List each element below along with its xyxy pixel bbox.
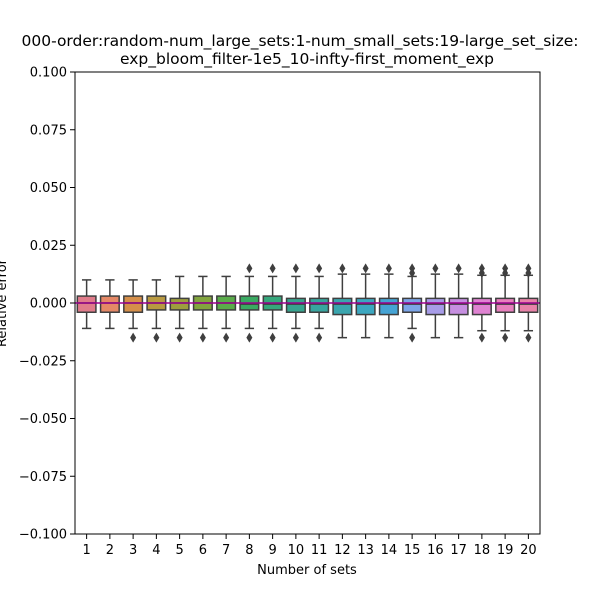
y-tick-label: 0.100 bbox=[30, 66, 67, 81]
outlier-point bbox=[385, 263, 392, 274]
x-tick-label: 4 bbox=[152, 543, 160, 558]
outlier-point bbox=[362, 263, 369, 274]
box-1 bbox=[76, 295, 97, 313]
outlier-point bbox=[292, 263, 299, 274]
chart-title-line2: exp_bloom_filter-1e5_10-infty-first_mome… bbox=[120, 50, 494, 69]
outlier-point bbox=[316, 263, 323, 274]
box-15 bbox=[402, 297, 423, 313]
y-tick-label: −0.050 bbox=[19, 412, 67, 427]
x-tick-label: 13 bbox=[357, 543, 374, 558]
x-tick-label: 1 bbox=[82, 543, 90, 558]
outlier-point bbox=[199, 332, 206, 343]
box-2 bbox=[99, 295, 120, 313]
outlier-point bbox=[292, 332, 299, 343]
x-tick-label: 16 bbox=[427, 543, 444, 558]
x-tick-label: 9 bbox=[268, 543, 276, 558]
x-tick-label: 6 bbox=[199, 543, 207, 558]
y-tick-label: 0.075 bbox=[30, 123, 67, 138]
outlier-point bbox=[455, 263, 462, 274]
box-11 bbox=[309, 297, 330, 313]
box-18 bbox=[471, 297, 492, 316]
outlier-point bbox=[409, 267, 416, 278]
x-tick-label: 14 bbox=[381, 543, 398, 558]
x-tick-label: 8 bbox=[245, 543, 253, 558]
chart-title-line1: 000-order:random-num_large_sets:1-num_sm… bbox=[21, 32, 578, 51]
x-tick-label: 12 bbox=[334, 543, 351, 558]
outlier-point bbox=[269, 332, 276, 343]
x-tick-label: 18 bbox=[474, 543, 491, 558]
x-tick-label: 17 bbox=[450, 543, 467, 558]
outlier-point bbox=[223, 332, 230, 343]
x-tick-label: 15 bbox=[404, 543, 421, 558]
x-tick-label: 2 bbox=[106, 543, 114, 558]
outlier-point bbox=[478, 332, 485, 343]
outlier-point bbox=[432, 263, 439, 274]
outlier-point bbox=[130, 332, 137, 343]
outlier-point bbox=[525, 267, 532, 278]
outlier-point bbox=[269, 263, 276, 274]
outlier-point bbox=[502, 267, 509, 278]
x-tick-label: 7 bbox=[222, 543, 230, 558]
outlier-point bbox=[525, 332, 532, 343]
x-tick-label: 11 bbox=[311, 543, 328, 558]
y-tick-label: −0.100 bbox=[19, 528, 67, 543]
box-5 bbox=[169, 297, 190, 311]
x-tick-label: 19 bbox=[497, 543, 514, 558]
y-tick-label: −0.025 bbox=[19, 354, 67, 369]
y-tick-label: 0.050 bbox=[30, 181, 67, 196]
x-axis-label: Number of sets bbox=[257, 563, 357, 578]
box-19 bbox=[495, 297, 516, 313]
x-tick-label: 10 bbox=[288, 543, 305, 558]
y-tick-label: −0.075 bbox=[19, 470, 67, 485]
outlier-point bbox=[246, 332, 253, 343]
box-16 bbox=[425, 297, 446, 316]
y-tick-label: 0.025 bbox=[30, 239, 67, 254]
x-tick-label: 5 bbox=[175, 543, 183, 558]
box-17 bbox=[448, 297, 469, 316]
box-10 bbox=[285, 297, 306, 313]
outlier-point bbox=[176, 332, 183, 343]
box-20 bbox=[518, 297, 539, 313]
box-14 bbox=[378, 297, 399, 316]
box-3 bbox=[123, 295, 144, 313]
y-tick-label: 0.000 bbox=[30, 297, 67, 312]
outlier-point bbox=[246, 263, 253, 274]
plot-frame bbox=[74, 71, 541, 535]
x-tick-label: 20 bbox=[520, 543, 537, 558]
outlier-point bbox=[502, 332, 509, 343]
outlier-point bbox=[316, 332, 323, 343]
outlier-point bbox=[478, 267, 485, 278]
box-13 bbox=[355, 297, 376, 316]
x-tick-label: 3 bbox=[129, 543, 137, 558]
box-12 bbox=[332, 297, 353, 316]
outlier-point bbox=[339, 263, 346, 274]
outlier-point bbox=[153, 332, 160, 343]
plot-area: −0.100 −0.075 −0.050 −0.025 0.000 0.025 0.050 0… bbox=[19, 66, 541, 558]
outlier-point bbox=[409, 332, 416, 343]
y-axis-label: Relative error bbox=[0, 258, 10, 347]
